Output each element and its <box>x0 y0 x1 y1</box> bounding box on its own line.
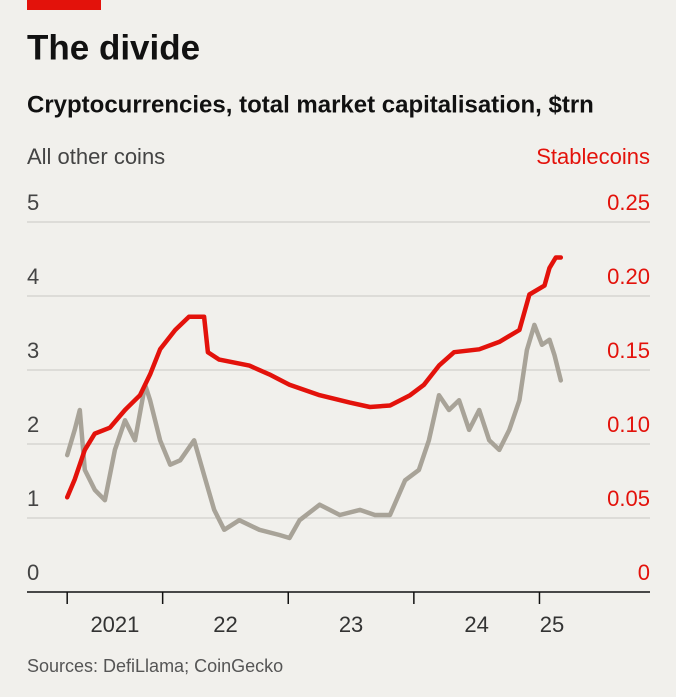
y2-tick-label: 0.20 <box>607 264 650 289</box>
y-tick-label: 1 <box>27 486 39 511</box>
y-tick-label: 2 <box>27 412 39 437</box>
chart-subtitle: Cryptocurrencies, total market capitalis… <box>27 91 594 118</box>
y2-tick-label: 0.05 <box>607 486 650 511</box>
x-tick-label: 24 <box>464 612 488 637</box>
x-tick-label: 2021 <box>90 612 139 637</box>
y2-axis-label: Stablecoins <box>536 144 650 169</box>
source: Sources: DefiLlama; CoinGecko <box>27 656 283 676</box>
y-tick-label: 3 <box>27 338 39 363</box>
y2-tick-label: 0.10 <box>607 412 650 437</box>
series-line <box>64 322 564 541</box>
x-tick-label: 22 <box>213 612 237 637</box>
chart-title: The divide <box>27 28 200 67</box>
y2-tick-label: 0 <box>638 560 650 585</box>
series-line <box>64 255 564 500</box>
y2-tick-label: 0.25 <box>607 190 650 215</box>
y-tick-label: 4 <box>27 264 39 289</box>
y-axis-label: All other coins <box>27 144 165 169</box>
x-tick-label: 23 <box>339 612 363 637</box>
y2-tick-label: 0.15 <box>607 338 650 363</box>
x-tick-label: 25 <box>540 612 564 637</box>
accent-bar <box>27 0 101 10</box>
y-tick-label: 0 <box>27 560 39 585</box>
y-tick-label: 5 <box>27 190 39 215</box>
